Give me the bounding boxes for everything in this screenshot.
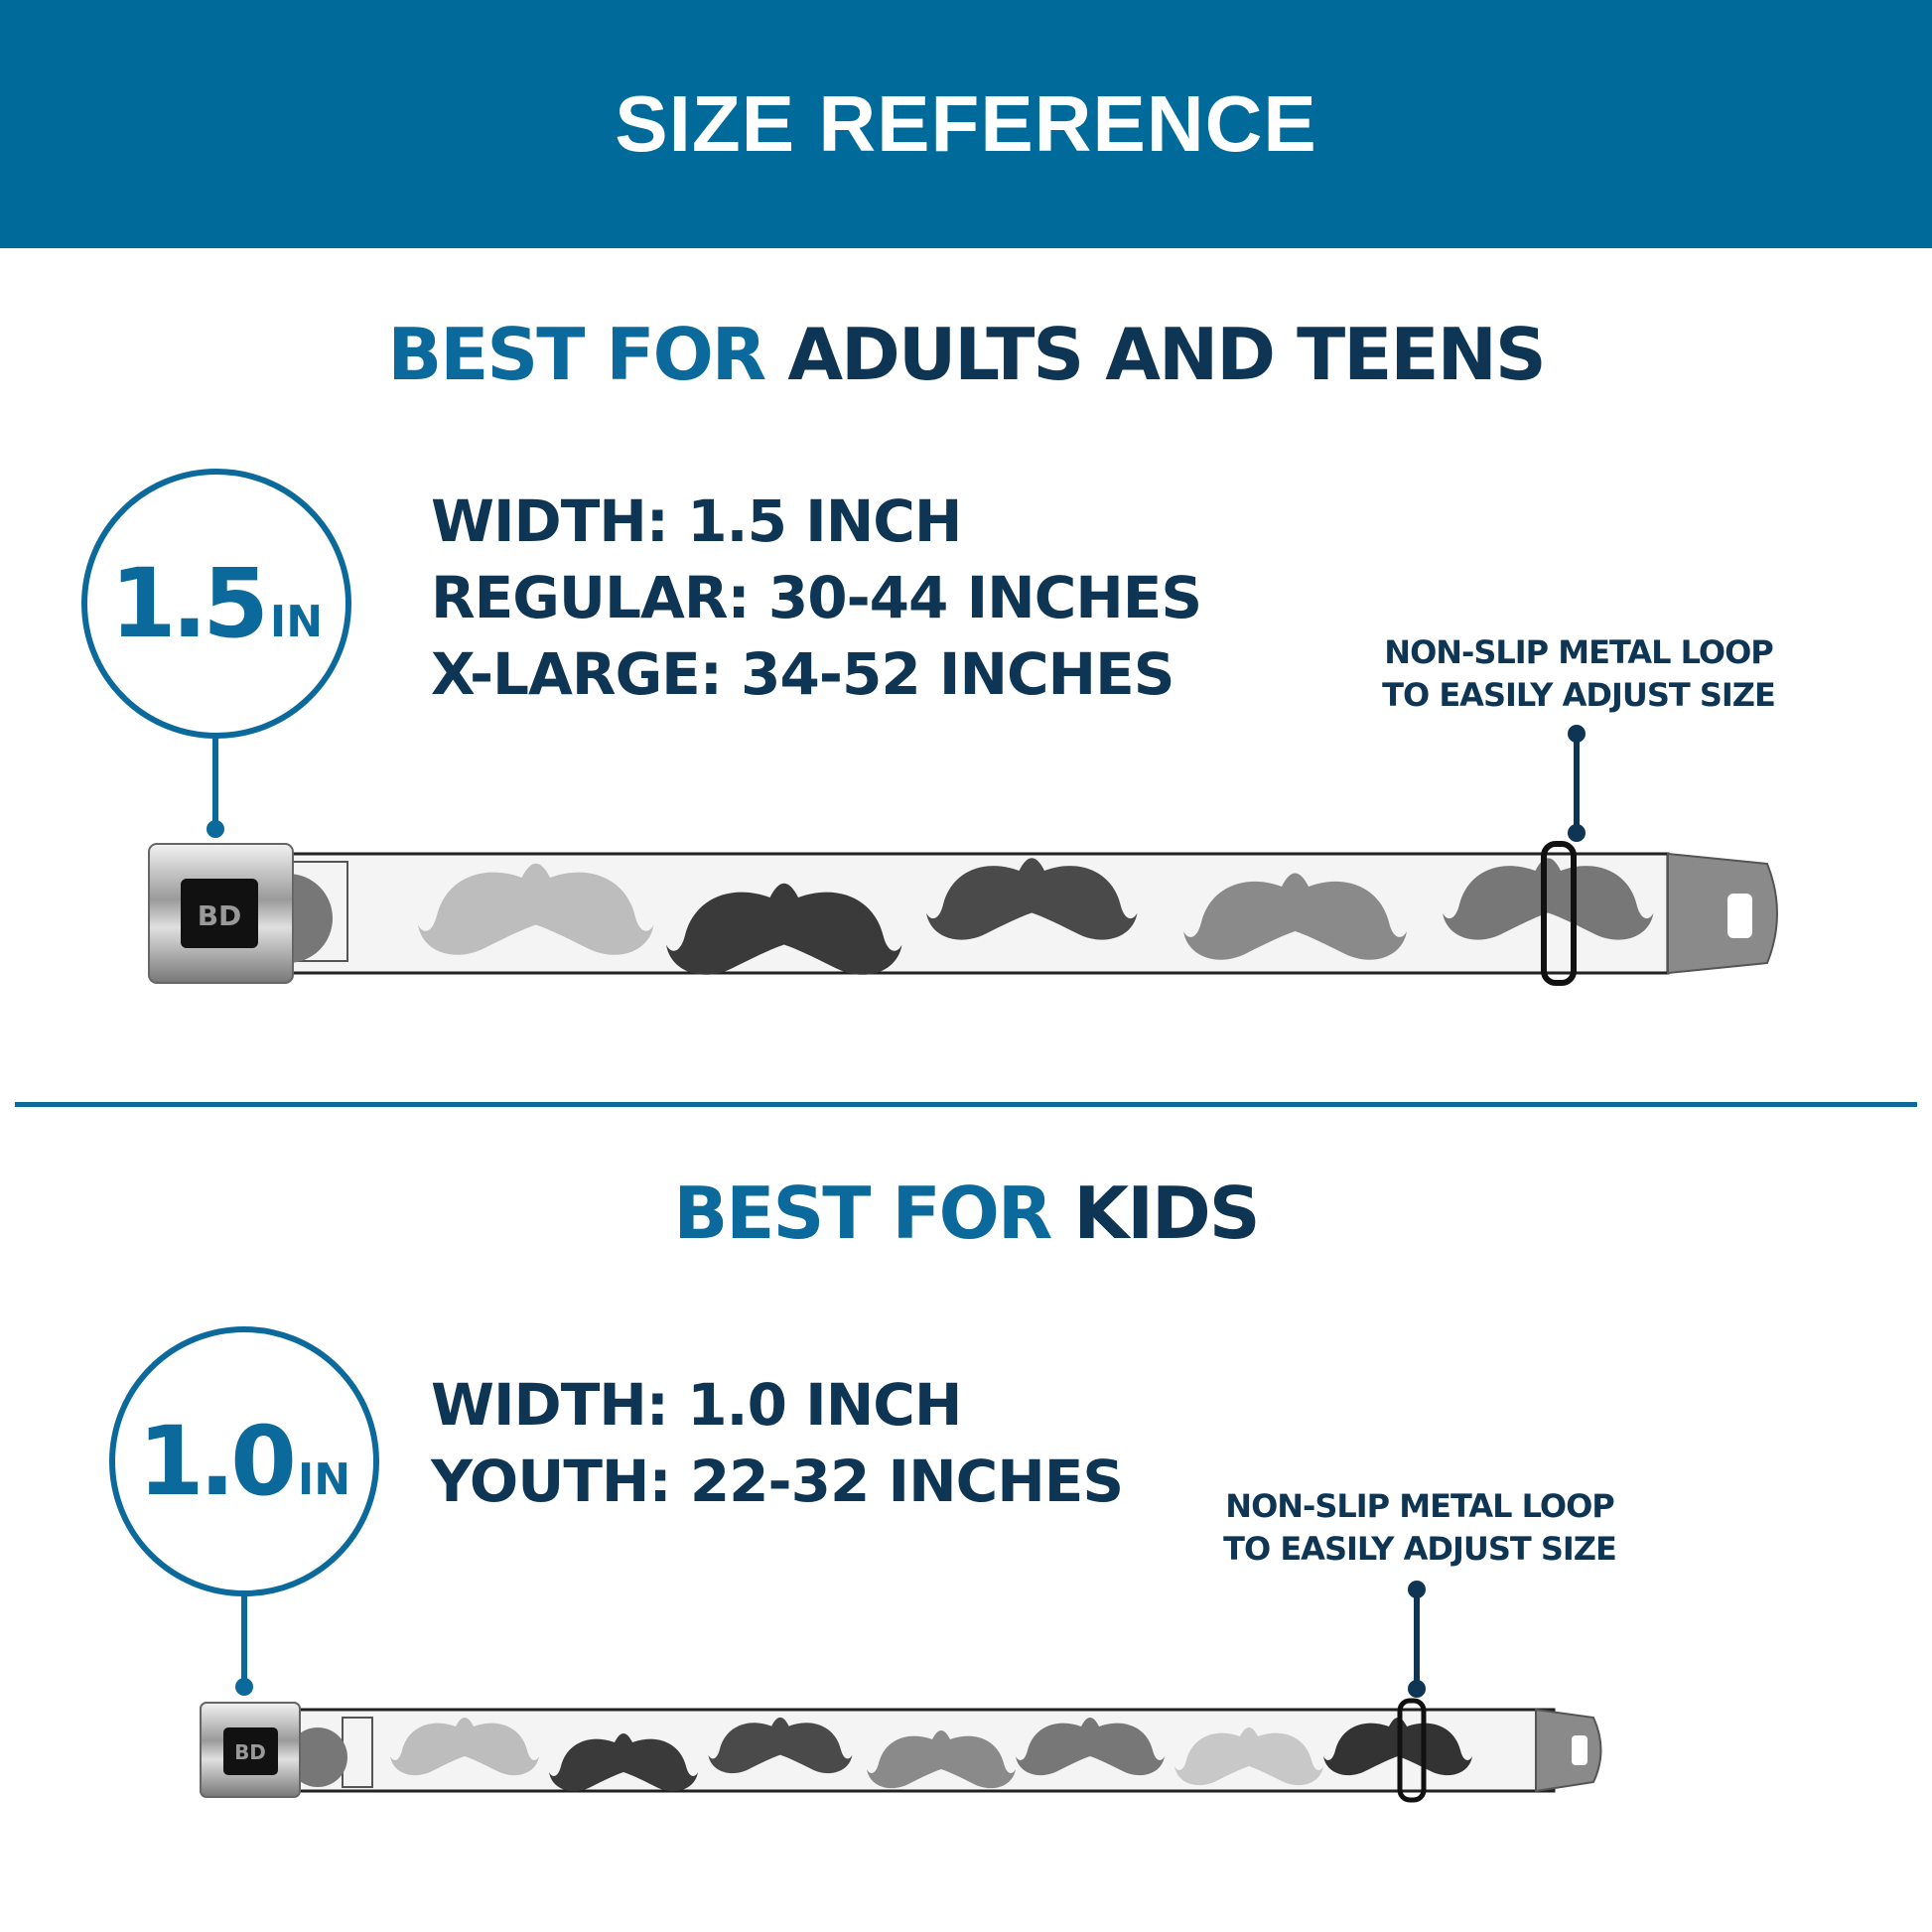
kids-belt-image: BD — [200, 1698, 1602, 1803]
connector-dot — [207, 820, 224, 838]
title-prefix: BEST FOR — [673, 1172, 1052, 1255]
kids-specs: WIDTH: 1.0 INCH YOUTH: 22-32 INCHES — [431, 1367, 1124, 1520]
belt-tab — [1667, 852, 1778, 975]
metal-loop — [1397, 1698, 1427, 1803]
mustache-pattern — [288, 1717, 1472, 1792]
section-divider — [15, 1102, 1917, 1107]
spec-width: WIDTH: 1.0 INCH — [431, 1371, 962, 1439]
adults-specs: WIDTH: 1.5 INCH REGULAR: 30-44 INCHES X-… — [431, 483, 1202, 713]
badge-unit: IN — [297, 1453, 351, 1505]
width-badge: 1.5 IN — [81, 469, 351, 739]
spec-width: WIDTH: 1.5 INCH — [431, 487, 962, 555]
callout-dot — [1568, 824, 1586, 842]
buckle-logo: BD — [198, 899, 242, 932]
spec-youth: YOUTH: 22-32 INCHES — [431, 1448, 1124, 1515]
width-badge: 1.0 IN — [109, 1326, 379, 1596]
badge-unit: IN — [269, 596, 324, 647]
callout-line: TO EASILY ADJUST SIZE — [1223, 1530, 1617, 1568]
header-banner — [0, 0, 1932, 248]
callout-pointer — [1414, 1588, 1420, 1688]
kids-section-title: BEST FOR KIDS — [0, 1172, 1932, 1255]
badge-connector-line — [241, 1591, 247, 1686]
page-title: SIZE REFERENCE — [615, 79, 1317, 168]
belt-tab — [1535, 1708, 1602, 1793]
title-prefix: BEST FOR — [387, 313, 766, 396]
metal-loop — [1541, 841, 1577, 986]
buckle-logo: BD — [234, 1740, 266, 1764]
kids-callout: NON-SLIP METAL LOOP TO EASILY ADJUST SIZ… — [1201, 1485, 1638, 1571]
adult-belt-image: BD — [148, 841, 1778, 986]
badge-value: 1.5 — [109, 548, 269, 659]
connector-dot — [235, 1678, 253, 1696]
callout-line: NON-SLIP METAL LOOP — [1384, 633, 1773, 671]
badge-value: 1.0 — [137, 1406, 297, 1517]
callout-line: NON-SLIP METAL LOOP — [1225, 1487, 1614, 1525]
adults-callout: NON-SLIP METAL LOOP TO EASILY ADJUST SIZ… — [1360, 631, 1797, 717]
callout-dot — [1408, 1680, 1426, 1698]
spec-xlarge: X-LARGE: 34-52 INCHES — [431, 640, 1175, 708]
spec-regular: REGULAR: 30-44 INCHES — [431, 564, 1202, 631]
adults-section-title: BEST FOR ADULTS AND TEENS — [0, 313, 1932, 396]
title-main: ADULTS AND TEENS — [787, 313, 1546, 396]
badge-connector-line — [212, 735, 218, 829]
callout-pointer — [1574, 733, 1580, 832]
title-main: KIDS — [1073, 1172, 1260, 1255]
callout-line: TO EASILY ADJUST SIZE — [1382, 676, 1776, 714]
